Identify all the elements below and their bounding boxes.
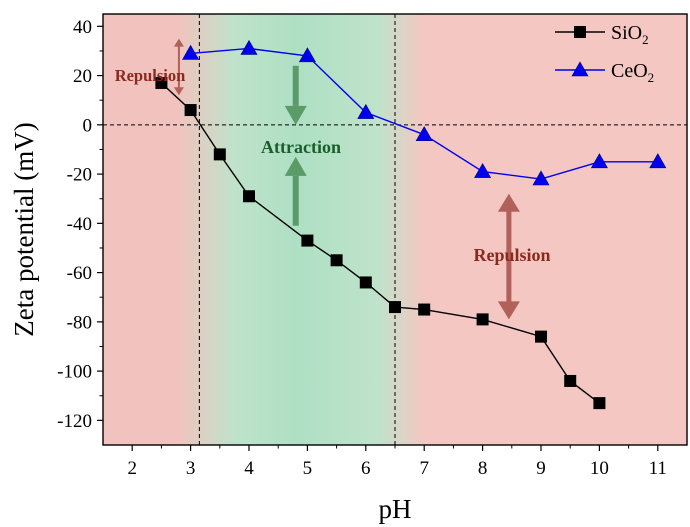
ceo2-data-point (649, 153, 667, 169)
sio2-data-point (155, 76, 168, 89)
legend: SiO2 CeO2 (555, 22, 654, 85)
sio2-data-point (535, 330, 547, 343)
y-tick-label: -40 (67, 214, 92, 235)
legend-sio2-label: SiO2 (611, 22, 649, 47)
x-axis: 2 3 4 5 6 7 8 9 10 11 (127, 445, 667, 479)
y-tick-label: -80 (67, 312, 92, 333)
y-tick-label: 40 (73, 17, 92, 38)
y-tick-label: 0 (83, 115, 93, 136)
x-tick-label: 7 (419, 458, 429, 479)
sio2-data-point (418, 303, 431, 316)
annotation-attraction: Attraction (261, 137, 341, 157)
x-tick-label: 10 (590, 458, 609, 479)
ceo2-data-point (240, 39, 258, 55)
y-tick-label: -20 (67, 165, 92, 186)
x-axis-label: pH (379, 494, 412, 524)
annotation-arrows (173, 38, 520, 320)
y-tick-label: -120 (57, 411, 92, 432)
sio2-data-point (476, 313, 489, 326)
x-tick-label: 8 (478, 458, 488, 479)
repulsion-arrow-head (173, 87, 184, 96)
sio2-data-point (301, 234, 314, 247)
y-tick-label: 20 (73, 66, 92, 87)
y-tick-label: -100 (57, 362, 92, 383)
repulsion-arrow-head (497, 301, 520, 320)
ceo2-data-point (532, 170, 550, 186)
x-tick-label: 5 (303, 458, 313, 479)
legend-sio2-marker (574, 26, 586, 38)
y-axis-label: Zeta potential (mV) (9, 122, 39, 336)
sio2-data-point (389, 301, 401, 314)
sio2-data-point (243, 190, 255, 203)
annotation-repulsion-right: Repulsion (473, 245, 550, 265)
sio2-data-point (593, 397, 606, 410)
ceo2-data-point (298, 47, 316, 63)
annotation-repulsion-left: Repulsion (115, 66, 186, 85)
y-axis: 40 20 0 -20 -40 -60 -80 -100 -120 (57, 17, 103, 432)
x-tick-label: 3 (186, 458, 196, 479)
y-tick-label: -60 (67, 263, 92, 284)
x-tick-label: 2 (127, 458, 137, 479)
sio2-data-point (184, 104, 197, 117)
sio2-data-point (359, 276, 372, 289)
ceo2-data-point (357, 103, 375, 119)
ceo2-data-point (590, 153, 608, 169)
ceo2-data-point (474, 163, 492, 178)
attraction-arrow-head (284, 156, 307, 176)
x-tick-label: 11 (649, 458, 667, 479)
sio2-data-point (330, 254, 343, 267)
x-tick-label: 9 (536, 458, 546, 479)
repulsion-arrow-head (497, 193, 520, 212)
legend-ceo2-label: CeO2 (611, 60, 654, 85)
series-layer (155, 39, 667, 410)
reference-lines (103, 14, 687, 445)
ceo2-data-point (415, 126, 433, 141)
attraction-arrow-head (284, 105, 307, 125)
ceo2-data-point (182, 44, 200, 60)
sio2-data-point (564, 374, 577, 387)
x-tick-label: 4 (244, 458, 254, 479)
x-tick-label: 6 (361, 458, 371, 479)
repulsion-arrow-head (173, 38, 184, 47)
sio2-data-point (213, 148, 226, 161)
legend-ceo2-marker (571, 61, 589, 77)
